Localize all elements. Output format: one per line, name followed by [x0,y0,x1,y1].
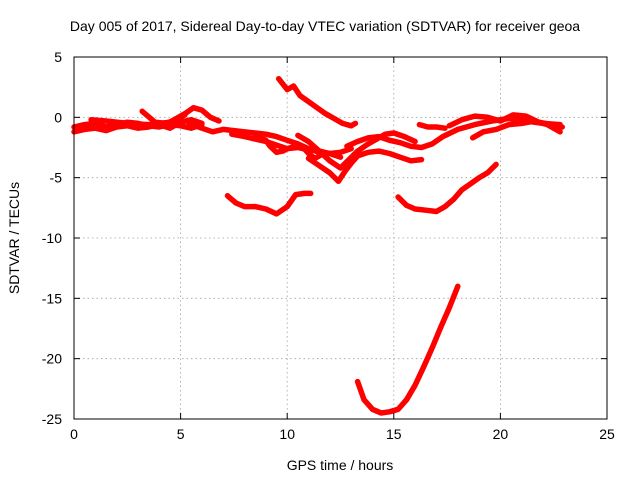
x-tick-label: 0 [70,426,78,442]
series-arc-14 [446,112,565,130]
series-arc-16 [395,161,499,215]
ticks: 0 5 10 15 20 25 5 0 -5 -10 -15 -20 -25 [42,49,615,442]
y-tick-label: -15 [42,290,62,306]
grid [74,57,607,419]
y-tick-label: -20 [42,351,62,367]
series-arc-1 [71,116,205,135]
series-arc-9 [295,130,418,171]
series-arc-7 [252,132,325,162]
x-tick-label: 15 [386,426,402,442]
series-arc-11 [344,115,563,151]
series-arc-15 [224,190,314,217]
y-tick-label: -25 [42,411,62,427]
series-group [71,75,565,416]
x-tick-label: 5 [177,426,185,442]
series-arc-4 [139,108,188,127]
y-tick-label: -10 [42,230,62,246]
x-axis-label: GPS time / hours [287,457,394,473]
series-arc-10 [305,148,425,185]
chart-title: Day 005 of 2017, Sidereal Day-to-day VTE… [70,18,580,34]
x-tick-label: 25 [599,426,615,442]
y-tick-label: 5 [54,49,62,65]
series-arc-8 [275,75,359,129]
y-axis-label: SDTVAR / TECUs [6,182,22,294]
x-tick-label: 10 [279,426,295,442]
x-tick-label: 20 [493,426,509,442]
series-arc-12 [416,121,448,131]
series-arc-17 [354,283,461,416]
y-tick-label: -5 [50,170,63,186]
y-tick-label: 0 [54,109,62,125]
